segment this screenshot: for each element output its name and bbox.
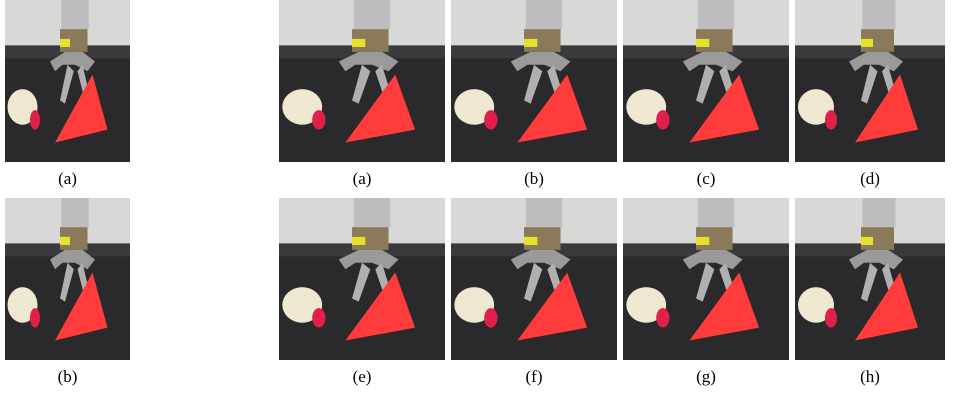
- photo: [795, 198, 945, 360]
- caption: (b): [58, 367, 78, 386]
- caption: (f): [526, 367, 543, 386]
- figure: (a) (b) (a) (b) (c) (d) (e) (f) (g) (h): [0, 0, 954, 398]
- caption: (b): [524, 169, 544, 188]
- photo: [451, 0, 617, 162]
- caption: (g): [696, 367, 716, 386]
- photo: [279, 198, 445, 360]
- caption: (e): [353, 367, 372, 386]
- photo: [5, 198, 130, 360]
- caption: (h): [860, 367, 880, 386]
- photo: [279, 0, 445, 162]
- caption: (a): [58, 169, 77, 188]
- caption: (c): [697, 169, 716, 188]
- photo: [623, 0, 789, 162]
- photo: [623, 198, 789, 360]
- caption: (d): [860, 169, 880, 188]
- page: (a)(b)(a)(b)(c)(d)(e)(f)(g)(h) (() => { …: [0, 0, 954, 398]
- photo: [795, 0, 945, 162]
- photo: [451, 198, 617, 360]
- caption: (a): [353, 169, 372, 188]
- photo: [5, 0, 130, 162]
